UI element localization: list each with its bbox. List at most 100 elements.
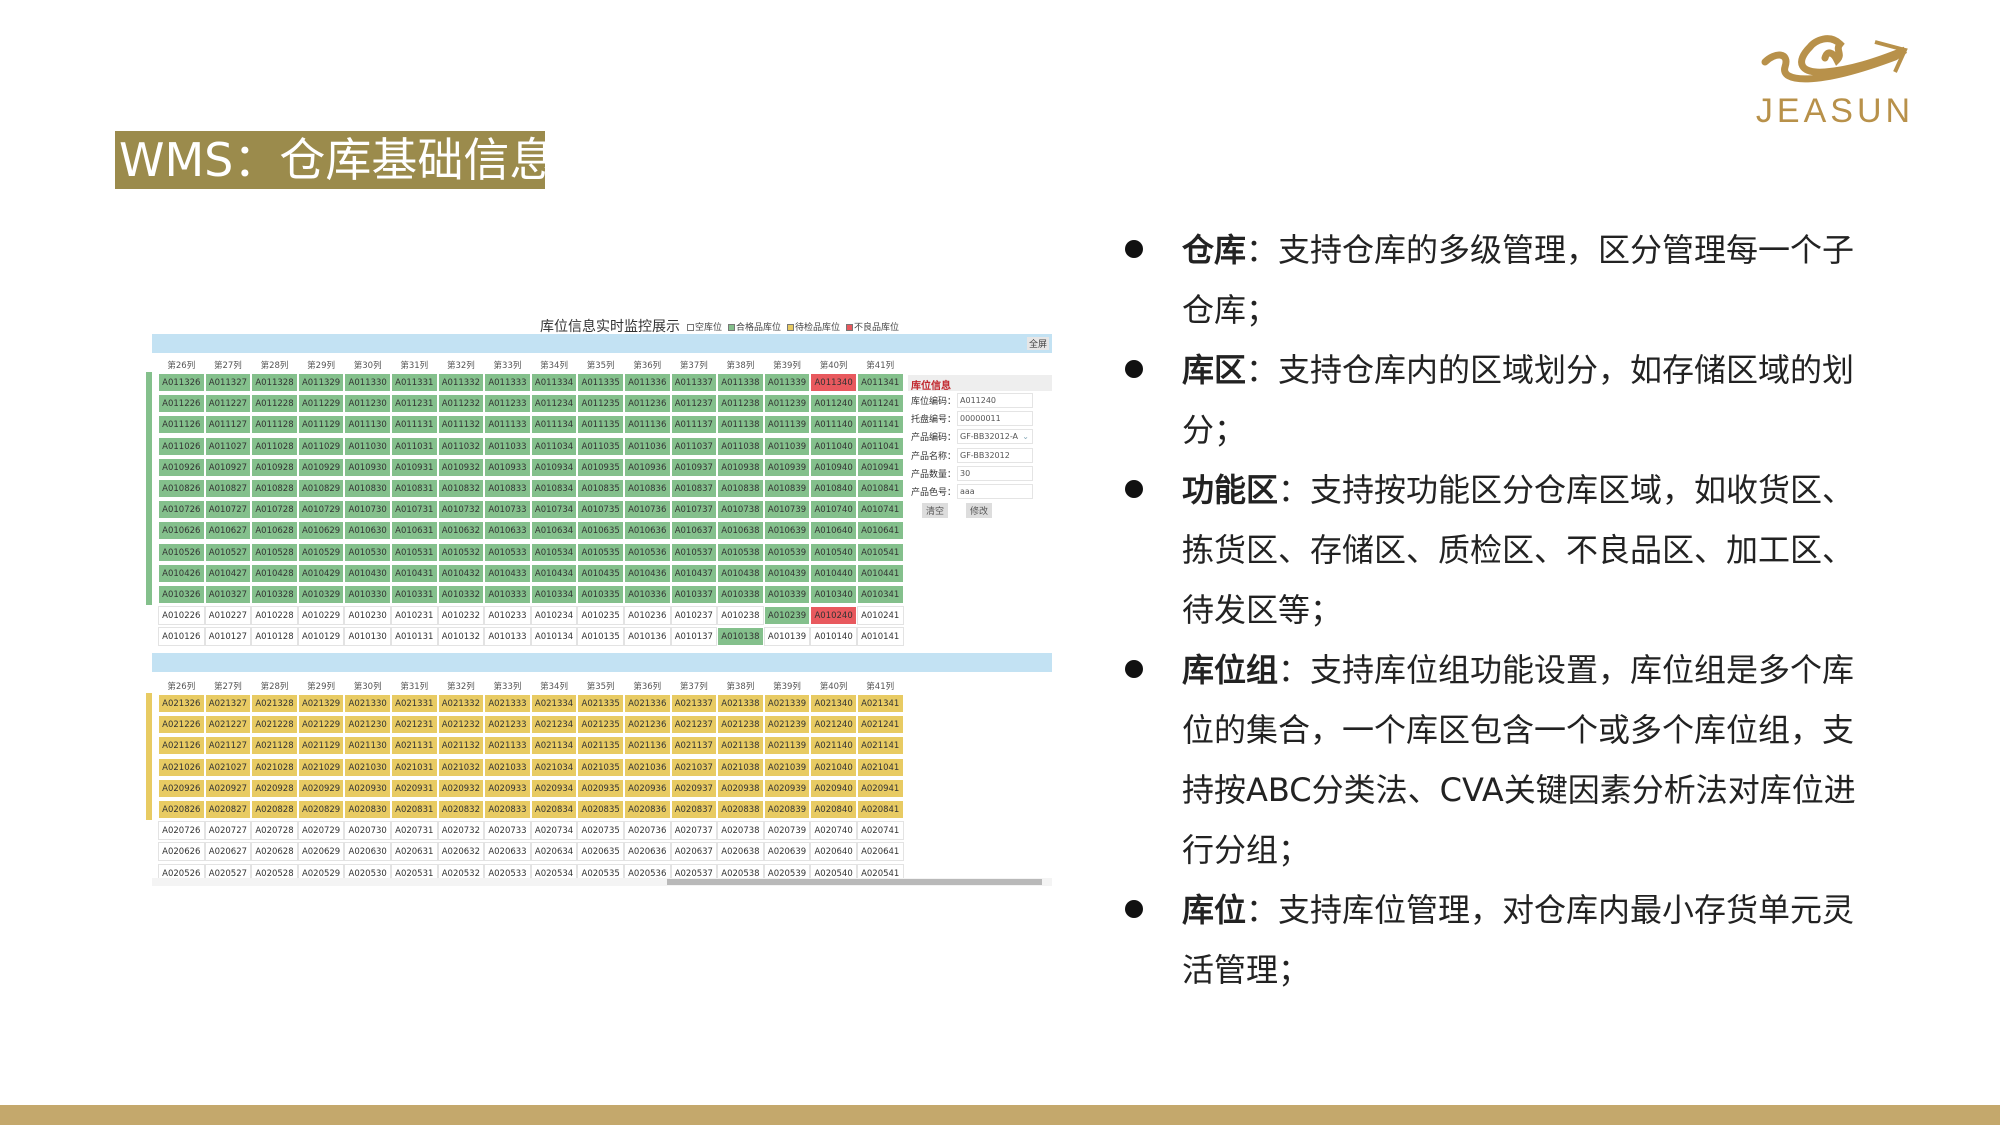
location-cell[interactable]: A021340 [810, 694, 857, 713]
location-cell[interactable]: A021137 [670, 736, 718, 756]
location-cell[interactable]: A020626 [158, 842, 205, 862]
location-cell[interactable]: A020930 [344, 778, 391, 798]
field-input[interactable]: 30 [957, 465, 1033, 481]
location-cell[interactable]: A021339 [763, 694, 811, 713]
location-cell[interactable]: A021240 [810, 715, 857, 735]
location-cell[interactable]: A010939 [763, 457, 811, 477]
location-cell[interactable]: A020831 [390, 799, 438, 819]
location-cell[interactable]: A020826 [158, 799, 205, 819]
location-cell[interactable]: A010926 [158, 457, 205, 477]
location-cell[interactable]: A020838 [717, 799, 764, 819]
location-cell[interactable]: A010432 [437, 563, 485, 583]
location-cell[interactable]: A010629 [297, 521, 345, 541]
location-cell[interactable]: A011229 [297, 394, 345, 414]
location-cell[interactable]: A021328 [251, 694, 298, 713]
location-cell[interactable]: A011336 [623, 373, 671, 392]
location-cell[interactable]: A010539 [763, 542, 811, 562]
location-cell[interactable]: A021332 [437, 694, 485, 713]
location-cell[interactable]: A010331 [390, 584, 438, 604]
location-cell[interactable]: A021338 [717, 694, 764, 713]
location-cell[interactable]: A010726 [158, 500, 205, 520]
location-cell[interactable]: A011131 [390, 415, 438, 435]
location-cell[interactable]: A021234 [530, 715, 578, 735]
location-cell[interactable]: A010737 [670, 500, 718, 520]
location-cell[interactable]: A010230 [344, 606, 391, 626]
field-input[interactable]: aaa [957, 484, 1033, 500]
location-cell[interactable]: A010431 [390, 563, 438, 583]
location-cell[interactable]: A010830 [344, 478, 391, 498]
location-cell[interactable]: A010528 [251, 542, 298, 562]
location-cell[interactable]: A010430 [344, 563, 391, 583]
location-cell[interactable]: A010334 [530, 584, 578, 604]
location-cell[interactable]: A021139 [763, 736, 811, 756]
location-cell[interactable]: A010934 [530, 457, 578, 477]
location-cell[interactable]: A021235 [577, 715, 624, 735]
location-cell[interactable]: A011130 [344, 415, 391, 435]
location-cell[interactable]: A020833 [484, 799, 531, 819]
location-cell[interactable]: A010239 [763, 606, 811, 626]
location-cell[interactable]: A010631 [390, 521, 438, 541]
location-cell[interactable]: A010232 [437, 606, 485, 626]
location-cell[interactable]: A010440 [810, 563, 857, 583]
location-cell[interactable]: A021228 [251, 715, 298, 735]
location-cell[interactable]: A020939 [763, 778, 811, 798]
location-cell[interactable]: A010340 [810, 584, 857, 604]
location-cell[interactable]: A020527 [204, 863, 252, 883]
location-cell[interactable]: A011035 [577, 436, 624, 456]
location-cell[interactable]: A010526 [158, 542, 205, 562]
location-cell[interactable]: A011126 [158, 415, 205, 435]
location-cell[interactable]: A011334 [530, 373, 578, 392]
location-cell[interactable]: A021135 [577, 736, 624, 756]
location-cell[interactable]: A010136 [623, 627, 671, 647]
location-cell[interactable]: A020635 [577, 842, 624, 862]
location-cell[interactable]: A011233 [484, 394, 531, 414]
location-cell[interactable]: A010133 [484, 627, 531, 647]
location-cell[interactable]: A010826 [158, 478, 205, 498]
location-cell[interactable]: A011331 [390, 373, 438, 392]
location-cell[interactable]: A010735 [577, 500, 624, 520]
location-cell[interactable]: A011029 [297, 436, 345, 456]
location-cell[interactable]: A021032 [437, 757, 485, 777]
location-cell[interactable]: A010831 [390, 478, 438, 498]
location-cell[interactable]: A011128 [251, 415, 298, 435]
location-cell[interactable]: A010127 [204, 627, 252, 647]
location-cell[interactable]: A021028 [251, 757, 298, 777]
location-cell[interactable]: A011127 [204, 415, 252, 435]
fullscreen-button[interactable]: 全屏 [1026, 337, 1049, 350]
location-cell[interactable]: A010837 [670, 478, 718, 498]
location-cell[interactable]: A020835 [577, 799, 624, 819]
location-cell[interactable]: A010233 [484, 606, 531, 626]
location-cell[interactable]: A011034 [530, 436, 578, 456]
location-cell[interactable]: A010235 [577, 606, 624, 626]
location-cell[interactable]: A010736 [623, 500, 671, 520]
location-cell[interactable]: A020738 [717, 821, 764, 841]
location-cell[interactable]: A010827 [204, 478, 252, 498]
location-cell[interactable]: A010834 [530, 478, 578, 498]
location-cell[interactable]: A010438 [717, 563, 764, 583]
location-cell[interactable]: A010740 [810, 500, 857, 520]
location-cell[interactable]: A020737 [670, 821, 718, 841]
location-cell[interactable]: A010833 [484, 478, 531, 498]
location-cell[interactable]: A010938 [717, 457, 764, 477]
location-cell[interactable]: A010139 [763, 627, 811, 647]
location-cell[interactable]: A020932 [437, 778, 485, 798]
location-cell[interactable]: A011326 [158, 373, 205, 392]
location-cell[interactable]: A010936 [623, 457, 671, 477]
location-cell[interactable]: A020726 [158, 821, 205, 841]
location-cell[interactable]: A010129 [297, 627, 345, 647]
location-cell[interactable]: A010728 [251, 500, 298, 520]
location-cell[interactable]: A010229 [297, 606, 345, 626]
location-cell[interactable]: A010339 [763, 584, 811, 604]
location-cell[interactable]: A011032 [437, 436, 485, 456]
location-cell[interactable]: A010236 [623, 606, 671, 626]
location-cell[interactable]: A010538 [717, 542, 764, 562]
field-input[interactable]: 00000011 [957, 410, 1033, 426]
location-cell[interactable]: A010534 [530, 542, 578, 562]
location-cell[interactable]: A021038 [717, 757, 764, 777]
location-cell[interactable]: A010738 [717, 500, 764, 520]
location-cell[interactable]: A021033 [484, 757, 531, 777]
field-input[interactable]: GF-BB32012 [957, 447, 1033, 463]
location-cell[interactable]: A021027 [204, 757, 252, 777]
location-cell[interactable]: A011134 [530, 415, 578, 435]
location-cell[interactable]: A010633 [484, 521, 531, 541]
